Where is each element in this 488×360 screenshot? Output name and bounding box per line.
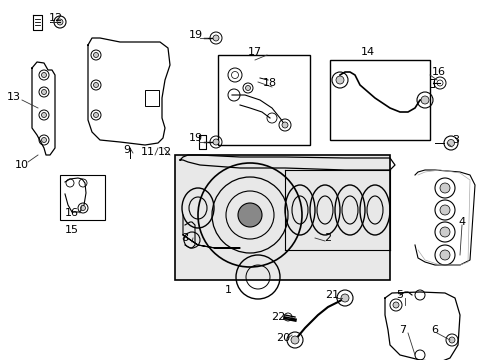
Text: 22: 22 <box>270 312 285 322</box>
Circle shape <box>439 250 449 260</box>
Circle shape <box>439 205 449 215</box>
Circle shape <box>93 112 98 117</box>
Text: 14: 14 <box>360 47 374 57</box>
Circle shape <box>41 112 46 117</box>
Text: 12: 12 <box>49 13 63 23</box>
Text: 19: 19 <box>188 133 203 143</box>
Text: 5: 5 <box>396 290 403 300</box>
Bar <box>218 55 309 145</box>
Circle shape <box>213 139 219 145</box>
Circle shape <box>282 122 287 128</box>
Bar <box>175 155 389 280</box>
Bar <box>145 90 159 106</box>
Text: 3: 3 <box>451 135 459 145</box>
Circle shape <box>439 183 449 193</box>
Bar <box>329 60 429 140</box>
Text: 18: 18 <box>263 78 277 88</box>
Text: 10: 10 <box>15 160 29 170</box>
Text: 2: 2 <box>324 233 331 243</box>
Circle shape <box>41 72 46 77</box>
Text: 13: 13 <box>7 92 21 102</box>
Text: 1: 1 <box>224 285 231 295</box>
Circle shape <box>245 85 250 90</box>
Circle shape <box>420 96 428 104</box>
Circle shape <box>213 35 219 41</box>
Text: 20: 20 <box>275 333 289 343</box>
Bar <box>60 175 105 220</box>
Circle shape <box>81 206 85 211</box>
Circle shape <box>41 138 46 143</box>
Text: 16: 16 <box>431 67 445 77</box>
Circle shape <box>340 294 348 302</box>
Text: 21: 21 <box>324 290 338 300</box>
Text: 7: 7 <box>399 325 406 335</box>
Text: 6: 6 <box>430 325 438 335</box>
Circle shape <box>93 53 98 58</box>
Text: 11: 11 <box>141 147 155 157</box>
Text: 9: 9 <box>123 145 130 155</box>
Circle shape <box>41 90 46 94</box>
Circle shape <box>57 19 63 25</box>
Text: 4: 4 <box>458 217 465 227</box>
Circle shape <box>93 82 98 87</box>
Text: 16: 16 <box>65 208 79 218</box>
Text: 19: 19 <box>188 30 203 40</box>
Text: 17: 17 <box>247 47 262 57</box>
Text: 12: 12 <box>158 147 172 157</box>
Circle shape <box>447 139 453 147</box>
Circle shape <box>448 337 454 343</box>
Circle shape <box>439 227 449 237</box>
Circle shape <box>238 203 262 227</box>
Circle shape <box>290 336 298 344</box>
Circle shape <box>335 76 343 84</box>
Circle shape <box>392 302 398 308</box>
Text: 15: 15 <box>65 225 79 235</box>
Text: 8: 8 <box>181 233 188 243</box>
